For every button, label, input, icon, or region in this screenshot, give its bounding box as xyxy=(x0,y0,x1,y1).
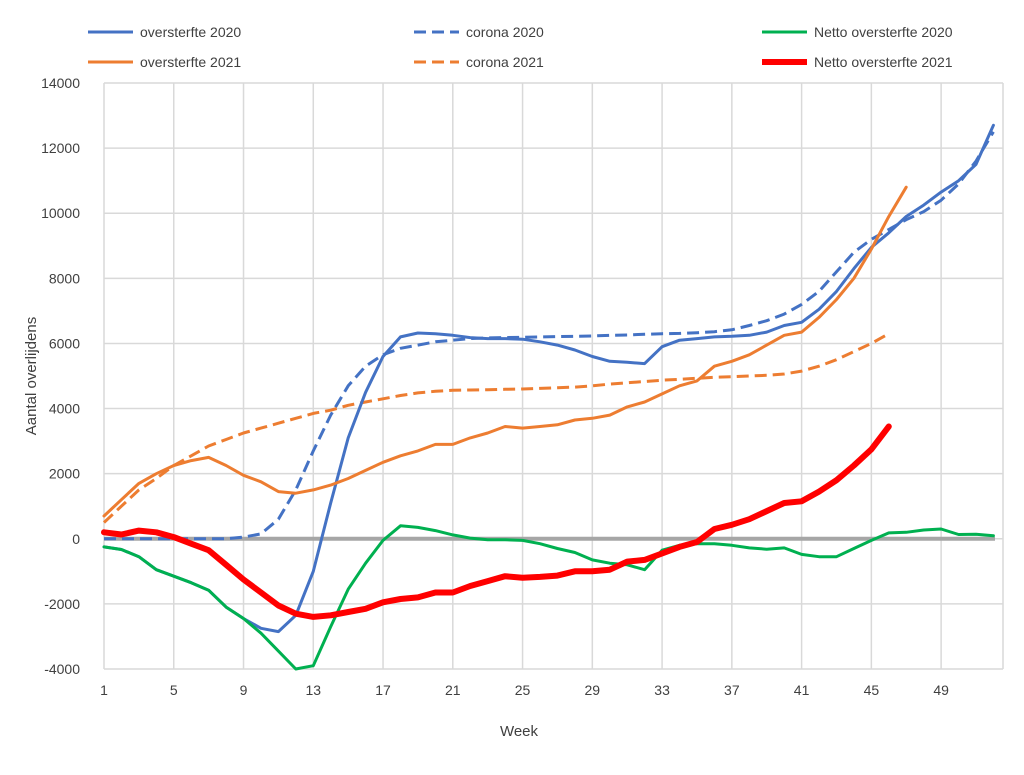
x-tick-label: 17 xyxy=(375,682,391,698)
x-tick-label: 1 xyxy=(100,682,108,698)
series-line-corona-2020 xyxy=(104,131,995,541)
series-line-oversterfte-2020 xyxy=(102,123,995,634)
series-line-netto-oversterfte-2021 xyxy=(101,423,892,620)
legend-label: Netto oversterfte 2021 xyxy=(814,54,953,70)
x-tick-label: 9 xyxy=(240,682,248,698)
y-tick-label: 6000 xyxy=(49,335,80,351)
x-tick-label: 37 xyxy=(724,682,740,698)
legend: oversterfte 2020 corona 2020 Netto overste… xyxy=(88,24,953,70)
x-tick-label: 45 xyxy=(864,682,880,698)
x-tick-label: 41 xyxy=(794,682,810,698)
legend-label: oversterfte 2020 xyxy=(140,24,241,40)
x-tick-label: 5 xyxy=(170,682,178,698)
x-axis-ticks: 1 5 9 13 17 21 25 29 33 37 41 45 49 xyxy=(100,682,949,698)
series-line-corona-2021 xyxy=(102,332,890,524)
x-tick-label: 29 xyxy=(585,682,601,698)
y-tick-label: 8000 xyxy=(49,270,80,286)
y-tick-label: 4000 xyxy=(49,401,80,417)
x-axis-label: Week xyxy=(500,723,539,740)
series-lines xyxy=(101,123,995,671)
x-tick-label: 25 xyxy=(515,682,531,698)
legend-label: oversterfte 2021 xyxy=(140,54,241,70)
gridlines xyxy=(103,82,1004,670)
series-line-oversterfte-2021 xyxy=(102,185,908,518)
y-axis-ticks: -4000 -2000 0 2000 4000 6000 8000 10000 12000 140… xyxy=(41,75,80,677)
x-tick-label: 49 xyxy=(933,682,949,698)
x-tick-label: 33 xyxy=(654,682,670,698)
y-tick-label: -4000 xyxy=(44,661,80,677)
y-tick-label: 2000 xyxy=(49,466,80,482)
legend-label: corona 2021 xyxy=(466,54,544,70)
x-tick-label: 21 xyxy=(445,682,461,698)
x-tick-label: 13 xyxy=(305,682,321,698)
legend-label: Netto oversterfte 2020 xyxy=(814,24,953,40)
y-tick-label: 0 xyxy=(72,531,80,547)
y-tick-label: -2000 xyxy=(44,596,80,612)
y-axis-label: Aantal overlijdens xyxy=(23,317,40,435)
legend-label: corona 2020 xyxy=(466,24,544,40)
y-tick-label: 10000 xyxy=(41,205,80,221)
y-tick-label: 12000 xyxy=(41,140,80,156)
y-tick-label: 14000 xyxy=(41,75,80,91)
series-line-netto-oversterfte-2020 xyxy=(102,524,995,671)
